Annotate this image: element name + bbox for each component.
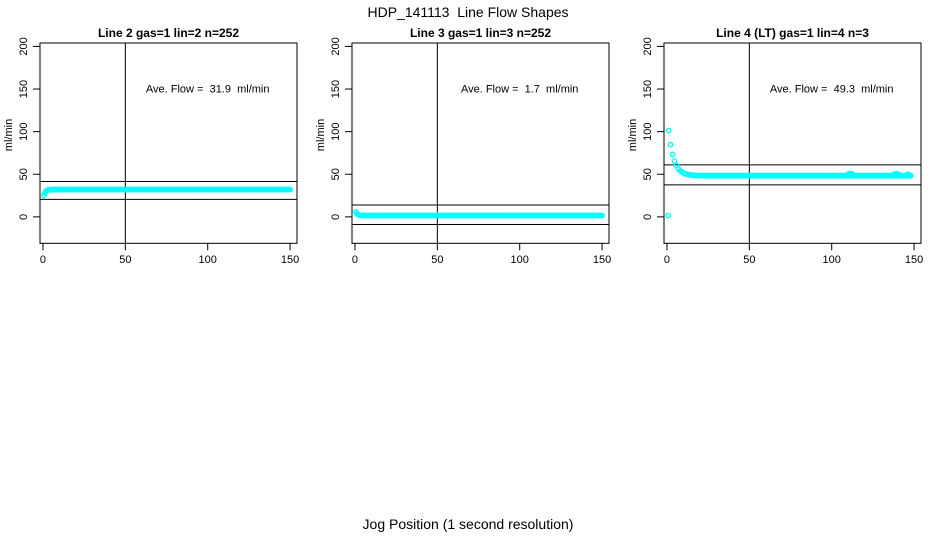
x-tick-label: 0	[40, 254, 46, 266]
reference-lines	[664, 43, 921, 244]
y-tick-label: 150	[18, 80, 30, 98]
reference-lines	[40, 43, 297, 244]
plot-box	[663, 42, 922, 244]
y-axis-label: ml/min	[315, 119, 327, 151]
flow-panel: Line 3 gas=1 lin=3 n=252 0 50 100 150 200 0 50 1…	[312, 0, 624, 290]
y-axis-label: ml/min	[3, 119, 15, 151]
ave-flow-annotation: Ave. Flow = 49.3 ml/min	[770, 83, 894, 95]
ave-flow-annotation: Ave. Flow = 31.9 ml/min	[146, 83, 270, 95]
data-point	[895, 171, 902, 178]
y-tick-label: 100	[18, 122, 30, 140]
plot-box	[351, 42, 610, 244]
figure-title: HDP_141113 Line Flow Shapes	[367, 4, 569, 20]
y-tick-label: 100	[642, 122, 654, 140]
x-tick-label: 0	[352, 254, 358, 266]
ave-flow-annotation: Ave. Flow = 1.7 ml/min	[461, 83, 578, 95]
y-tick-label: 0	[18, 214, 30, 220]
y-tick-label: 150	[642, 80, 654, 98]
data-point	[849, 170, 856, 177]
data-point	[671, 158, 678, 164]
y-tick-label: 0	[642, 214, 654, 220]
x-axis-label: Jog Position (1 second resolution)	[362, 516, 574, 532]
reference-lines	[352, 43, 609, 244]
panel-title: Line 2 gas=1 lin=2 n=252	[98, 26, 239, 40]
x-tick-label: 100	[511, 254, 529, 266]
data-point	[665, 212, 672, 219]
axis-ticks: 0 50 100 150 200 0 50 100 150	[642, 37, 923, 266]
x-tick-label: 150	[593, 254, 611, 266]
plot-box	[39, 42, 298, 244]
panel-title: Line 4 (LT) gas=1 lin=4 n=3	[716, 26, 869, 40]
y-tick-label: 0	[330, 214, 342, 220]
flow-panel-svg: Line 3 gas=1 lin=3 n=252 0 50 100 150 200 0 50 1…	[315, 26, 611, 266]
x-tick-label: 150	[905, 254, 923, 266]
x-tick-label: 0	[664, 254, 670, 266]
data-point	[667, 141, 674, 148]
flow-panel: Line 2 gas=1 lin=2 n=252 0 50 100 150 200 0 50 1…	[0, 0, 312, 290]
x-tick-label: 50	[431, 254, 443, 266]
data-series	[353, 208, 605, 219]
data-point	[665, 127, 672, 134]
flow-panel: Line 4 (LT) gas=1 lin=4 n=3 0 50 100 150 200 0…	[624, 0, 936, 290]
x-tick-label: 100	[199, 254, 217, 266]
data-point	[287, 186, 293, 193]
y-tick-label: 50	[18, 168, 30, 180]
axis-ticks: 0 50 100 150 200 0 50 100 150	[18, 37, 299, 266]
y-tick-label: 50	[330, 168, 342, 180]
data-point	[905, 171, 911, 178]
y-tick-label: 200	[642, 37, 654, 55]
panel-title: Line 3 gas=1 lin=3 n=252	[410, 26, 551, 40]
y-axis-label: ml/min	[627, 119, 639, 151]
y-tick-label: 150	[330, 80, 342, 98]
axis-ticks: 0 50 100 150 200 0 50 100 150	[330, 37, 611, 266]
x-tick-label: 100	[823, 254, 841, 266]
x-tick-label: 150	[281, 254, 299, 266]
data-series	[665, 127, 914, 219]
data-point	[599, 212, 605, 219]
x-tick-label: 50	[119, 254, 131, 266]
y-tick-label: 100	[330, 122, 342, 140]
y-tick-label: 200	[18, 37, 30, 55]
flow-panel-svg: Line 2 gas=1 lin=2 n=252 0 50 100 150 200 0 50 1…	[3, 26, 299, 266]
y-tick-label: 50	[642, 168, 654, 180]
data-series	[41, 186, 293, 199]
y-tick-label: 200	[330, 37, 342, 55]
data-point	[669, 151, 676, 158]
flow-panel-svg: Line 4 (LT) gas=1 lin=4 n=30501001502000…	[627, 26, 923, 266]
x-tick-label: 50	[743, 254, 755, 266]
